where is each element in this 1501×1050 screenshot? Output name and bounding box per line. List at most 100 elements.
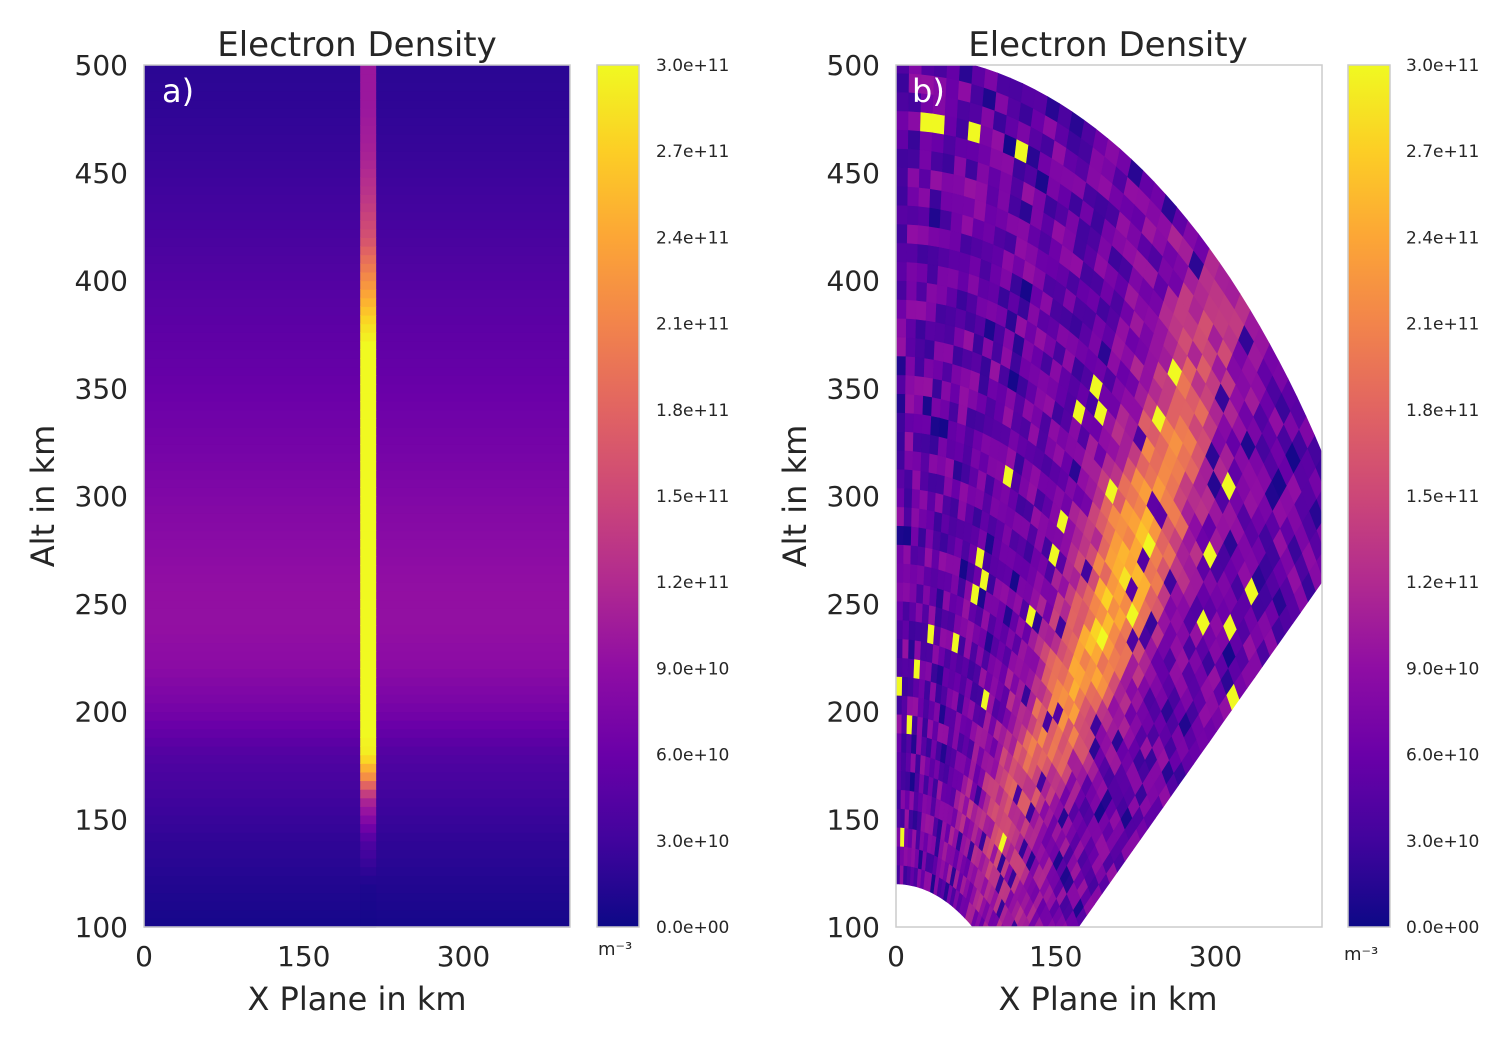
background-band: [144, 798, 570, 807]
scan-cell: [896, 563, 903, 582]
beam-cell: [360, 591, 376, 600]
scan-cell: [918, 187, 930, 207]
scan-cell: [1002, 933, 1011, 952]
scan-cell: [907, 168, 919, 188]
scan-cell: [942, 153, 955, 174]
y-tick-label: 300: [827, 480, 880, 513]
beam-cell: [360, 237, 376, 246]
colorbar-tick-label: 1.8e+11: [1406, 401, 1479, 421]
scan-cell: [937, 436, 947, 457]
scan-cell: [1332, 527, 1347, 559]
beam-cell: [360, 910, 376, 919]
background-band: [144, 841, 570, 850]
scan-cell: [936, 284, 947, 305]
scan-cell: [930, 416, 940, 437]
scan-cell: [950, 382, 960, 403]
scan-cell: [911, 508, 919, 528]
scan-cell: [920, 452, 929, 472]
background-band: [144, 91, 570, 100]
scan-cell: [919, 168, 931, 188]
y-tick-label: 150: [827, 803, 880, 836]
colorbar-tick-label: 3.0e+11: [656, 56, 729, 76]
x-tick-label: 300: [437, 940, 490, 973]
colorbar-tick-label: 6.0e+10: [656, 746, 729, 766]
beam-cell: [360, 427, 376, 436]
background-band: [144, 634, 570, 643]
scan-cell: [911, 489, 919, 509]
y-tick-label: 100: [827, 911, 880, 944]
scan-cell: [896, 469, 904, 488]
background-band: [144, 263, 570, 272]
scan-cell: [921, 433, 930, 453]
background-band: [144, 306, 570, 315]
beam-cell: [360, 634, 376, 643]
background-band: [144, 780, 570, 789]
scan-cell: [896, 507, 904, 526]
scan-cell: [924, 358, 934, 378]
scan-cell: [915, 338, 925, 358]
panel-b: b) Electron Density X Plane in km Alt in…: [776, 25, 1354, 1018]
scan-cell: [1010, 949, 1019, 968]
scan-cell: [896, 733, 901, 752]
scan-cell: [933, 511, 942, 532]
beam-cell: [360, 867, 376, 876]
x-tick-label: 150: [277, 940, 330, 973]
scan-cell: [1007, 944, 1016, 963]
beam-cell: [360, 289, 376, 298]
scan-cell: [914, 395, 923, 415]
scan-cell: [896, 658, 902, 677]
scan-cell: [907, 187, 919, 207]
colorbar-ticks-a: 0.0e+003.0e+106.0e+109.0e+101.2e+111.5e+…: [656, 56, 729, 938]
scan-cell: [990, 938, 999, 957]
scan-cell: [1324, 507, 1339, 539]
y-tick-label: 500: [75, 49, 128, 82]
beam-cell: [360, 824, 376, 833]
scan-cell: [916, 300, 926, 320]
beam-cell: [360, 875, 376, 884]
background-band: [144, 108, 570, 117]
beam-cell: [360, 177, 376, 186]
scan-cell: [914, 357, 924, 377]
scan-cell: [911, 715, 917, 735]
y-tick-label: 450: [75, 157, 128, 190]
colorbar-tick-label: 3.0e+10: [656, 832, 729, 852]
scan-cell: [912, 470, 921, 490]
background-band: [144, 298, 570, 307]
beam-cell: [360, 849, 376, 858]
beam-cell: [360, 901, 376, 910]
y-tick-label: 200: [827, 696, 880, 729]
colorbar-tick-label: 3.0e+11: [1406, 56, 1479, 76]
scan-cell: [901, 733, 906, 752]
scan-cell: [916, 281, 927, 301]
background-band: [144, 99, 570, 108]
scan-cell: [908, 621, 915, 641]
scan-cell: [944, 324, 955, 345]
background-band: [144, 668, 570, 677]
colorbar-tick-label: 9.0e+10: [656, 659, 729, 679]
beam-cell: [360, 168, 376, 177]
background-band: [144, 427, 570, 436]
background-band: [144, 918, 570, 927]
beam-cell: [360, 530, 376, 539]
background-band: [144, 487, 570, 496]
scan-cell: [957, 270, 969, 292]
beam-cell: [360, 393, 376, 402]
scan-cell: [984, 69, 998, 92]
beam-cell: [360, 789, 376, 798]
scan-cell: [946, 286, 957, 307]
scan-cell: [896, 488, 904, 507]
beam-cell: [360, 143, 376, 152]
beam-cell: [360, 255, 376, 264]
scan-cell: [904, 432, 913, 452]
background-band: [144, 462, 570, 471]
colorbar-tick-label: 0.0e+00: [656, 918, 729, 938]
background-band: [144, 617, 570, 626]
scan-cell: [918, 527, 926, 547]
scan-cell: [900, 790, 905, 809]
scan-cell: [903, 582, 910, 601]
scan-cell: [964, 311, 975, 333]
beam-cell: [360, 694, 376, 703]
colorbar-tick-label: 1.5e+11: [656, 487, 729, 507]
scan-cell: [996, 947, 1005, 966]
background-band: [144, 677, 570, 686]
